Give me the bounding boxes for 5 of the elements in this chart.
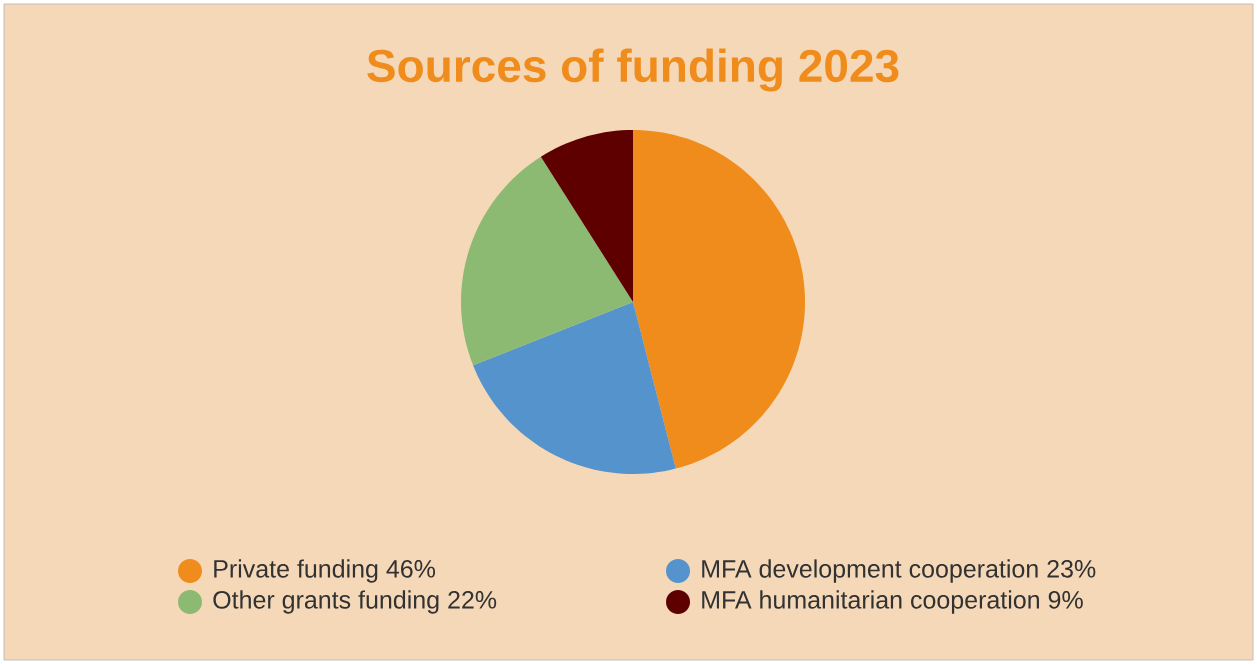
legend-label: Private funding 46% <box>214 559 436 583</box>
legend-label: MFA development cooperation 23% <box>702 559 1096 583</box>
legend-label: MFA humanitarian cooperation 9% <box>702 590 1083 614</box>
chart-title: Sources of funding 2023 <box>367 48 899 92</box>
legend-label: Other grants funding 22% <box>213 590 497 614</box>
